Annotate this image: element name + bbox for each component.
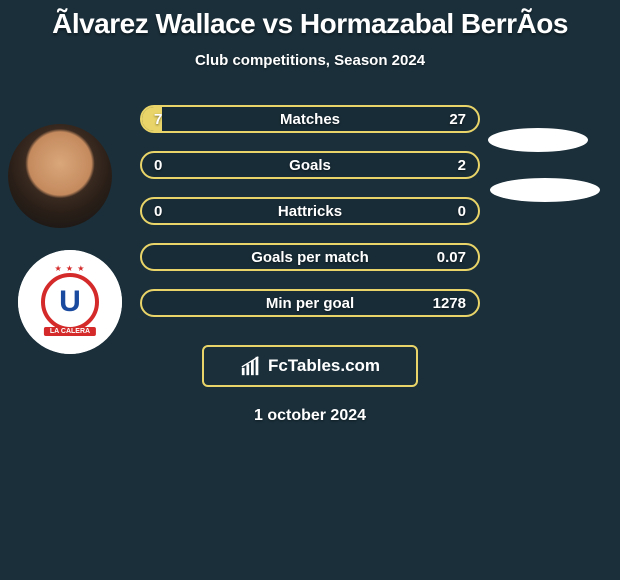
stat-row: Goals per match0.07: [140, 243, 480, 271]
stat-label: Min per goal: [142, 295, 478, 312]
player2-club-logo: ★ ★ ★ U LA CALERA: [18, 250, 122, 354]
club-name-banner: LA CALERA: [44, 327, 96, 336]
stat-label: Hattricks: [142, 203, 478, 220]
page-title: Ãlvarez Wallace vs Hormazabal BerrÃ­os: [0, 0, 620, 40]
player-face-icon: [8, 124, 112, 228]
stat-label: Goals per match: [142, 249, 478, 266]
player1-indicator-ellipse: [488, 128, 588, 152]
player1-avatar: [8, 124, 112, 228]
stat-row: Min per goal1278: [140, 289, 480, 317]
stat-label: Matches: [142, 111, 478, 128]
branding-box[interactable]: FcTables.com: [202, 345, 418, 387]
stat-label: Goals: [142, 157, 478, 174]
club-logo-icon: ★ ★ ★ U LA CALERA: [18, 250, 122, 354]
stat-row: 0Hattricks0: [140, 197, 480, 225]
club-stars-icon: ★ ★ ★: [55, 264, 86, 273]
club-letter: U: [41, 273, 99, 331]
page-subtitle: Club competitions, Season 2024: [0, 52, 620, 69]
branding-label: FcTables.com: [268, 356, 380, 376]
player2-indicator-ellipse: [490, 178, 600, 202]
stat-row: 7Matches27: [140, 105, 480, 133]
comparison-date: 1 october 2024: [0, 407, 620, 425]
bar-chart-icon: [240, 355, 262, 377]
stat-row: 0Goals2: [140, 151, 480, 179]
